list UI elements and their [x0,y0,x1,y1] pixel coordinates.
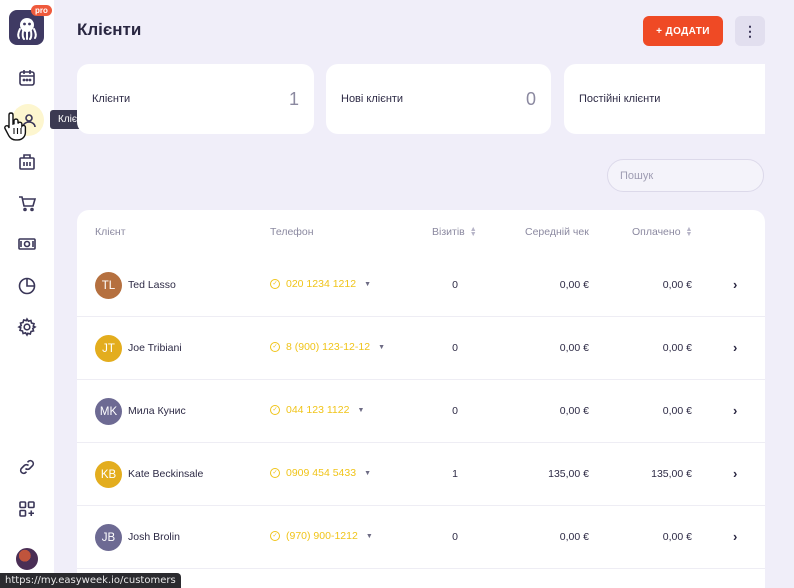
client-name: Kate Beckinsale [128,468,204,480]
column-header-paid[interactable]: Оплачено ▲ ▼ [632,226,693,238]
client-name: Ted Lasso [128,279,176,291]
chevron-right-icon[interactable]: › [733,403,738,418]
column-header-phone[interactable]: Телефон [270,226,314,238]
table-row[interactable]: JT Joe Tribiani ✓ 8 (900) 123-12-12 ▼ 0 0,… [77,317,765,380]
stat-label: Нові клієнти [341,93,404,105]
client-avg-check: 135,00 € [548,468,589,480]
chevron-down-icon[interactable]: ▼ [378,343,385,351]
reports-icon[interactable] [14,273,40,299]
stat-card-clients: Клієнти 1 [77,64,314,134]
search-input[interactable] [620,169,762,182]
chevron-down-icon[interactable]: ▼ [364,469,372,477]
client-paid: 0,00 € [662,531,692,543]
avatar: JB [95,524,122,551]
more-options-button[interactable]: ⋮ [735,16,765,46]
client-phone[interactable]: ✓ 044 123 1122 ▼ [270,404,364,416]
client-visits: 0 [452,405,458,417]
column-header-visits[interactable]: Візитів ▲ ▼ [432,226,477,238]
check-circle-icon: ✓ [270,468,280,478]
table-row[interactable]: JB Josh Brolin ✓ (970) 900-1212 ▼ 0 0,00 €… [77,506,765,569]
client-paid: 135,00 € [651,468,692,480]
chevron-right-icon[interactable]: › [733,529,738,544]
client-paid: 0,00 € [662,342,692,354]
pro-badge: pro [31,5,52,16]
calendar-icon[interactable] [14,65,40,91]
hand-cursor-icon [4,112,27,141]
client-name: Мила Кунис [128,405,186,417]
link-icon[interactable] [14,454,40,480]
stat-label: Постійні клієнти [579,93,661,105]
client-visits: 0 [452,279,458,291]
check-circle-icon: ✓ [270,342,280,352]
avatar: MK [95,398,122,425]
client-paid: 0,00 € [662,279,692,291]
column-header-client[interactable]: Клієнт [95,226,126,238]
client-name: Josh Brolin [128,531,180,543]
client-visits: 0 [452,342,458,354]
client-phone[interactable]: ✓ 020 1234 1212 ▼ [270,278,371,290]
clients-icon[interactable] [14,107,40,133]
table-row[interactable]: TL Ted Lasso ✓ 020 1234 1212 ▼ 0 0,00 € 0,… [77,254,765,317]
stat-card-regular-clients: Постійні клієнти [564,64,765,134]
avatar: TL [95,272,122,299]
apps-icon[interactable] [14,496,40,522]
stat-value: 1 [288,88,299,109]
client-avg-check: 0,00 € [559,531,589,543]
check-circle-icon: ✓ [270,531,280,541]
client-phone[interactable]: ✓ 0909 454 5433 ▼ [270,467,371,479]
client-avg-check: 0,00 € [559,279,589,291]
add-client-button[interactable]: + ДОДАТИ [643,16,723,46]
table-row[interactable]: MK Мила Кунис ✓ 044 123 1122 ▼ 0 0,00 € 0,… [77,380,765,443]
stat-label: Клієнти [92,93,131,105]
client-name: Joe Tribiani [128,342,182,354]
client-paid: 0,00 € [662,405,692,417]
column-header-avg-check[interactable]: Середній чек [525,226,589,238]
cart-icon[interactable] [14,190,40,216]
services-icon[interactable] [14,149,40,175]
chevron-down-icon[interactable]: ▼ [357,406,365,414]
chevron-right-icon[interactable]: › [733,340,738,355]
settings-icon[interactable] [14,314,40,340]
table-row[interactable]: KB Kate Beckinsale ✓ 0909 454 5433 ▼ 1 135… [77,443,765,506]
stat-card-new-clients: Нові клієнти 0 [326,64,551,134]
client-phone[interactable]: ✓ (970) 900-1212 ▼ [270,530,373,542]
page-title: Клієнти [77,20,142,39]
status-bar-url: https://my.easyweek.io/customers [0,573,181,588]
search-box[interactable] [607,159,764,192]
client-avg-check: 0,00 € [559,405,589,417]
avatar: KB [95,461,122,488]
client-phone[interactable]: ✓ 8 (900) 123-12-12 ▼ [270,341,385,353]
sort-icon: ▲ ▼ [685,226,693,238]
client-avg-check: 0,00 € [559,342,589,354]
check-circle-icon: ✓ [270,405,280,415]
client-visits: 0 [452,531,458,543]
octopus-icon [16,17,37,40]
chevron-down-icon[interactable]: ▼ [364,280,372,288]
check-circle-icon: ✓ [270,279,280,289]
chevron-right-icon[interactable]: › [733,277,738,292]
clients-table: Клієнт Телефон Візитів ▲ ▼ Середній чек Оп… [77,210,765,588]
chevron-right-icon[interactable]: › [733,466,738,481]
cash-icon[interactable] [14,231,40,257]
stat-value: 0 [525,88,536,109]
chevron-down-icon[interactable]: ▼ [365,532,373,540]
sidebar: pro [0,0,54,588]
client-visits: 1 [452,468,458,480]
user-avatar[interactable] [14,546,40,572]
sort-icon: ▲ ▼ [469,226,477,238]
avatar: JT [95,335,122,362]
